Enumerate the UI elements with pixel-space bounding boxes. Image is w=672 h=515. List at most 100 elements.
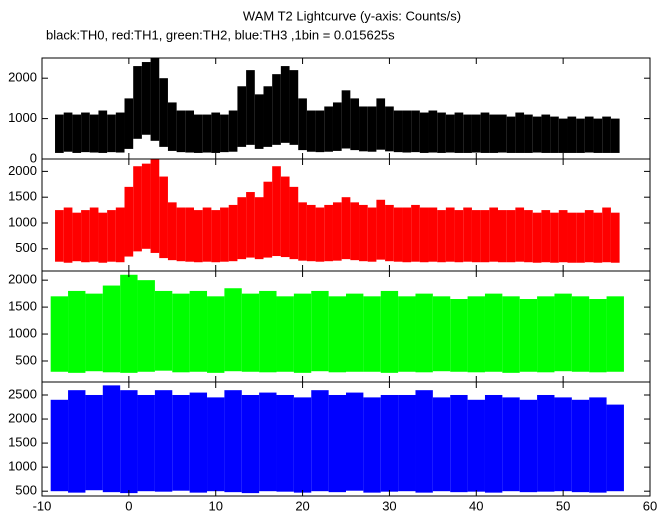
band-segment [589,397,607,493]
band-segment [137,394,155,492]
band-segment [115,112,125,153]
band-segment [567,116,577,153]
band-segment [554,397,572,492]
band-segment [610,118,620,153]
band-segment [571,399,590,493]
band-segment [376,98,386,150]
band-segment [224,390,242,493]
band-segment [68,390,86,493]
band-segment [102,285,121,373]
band-segment [450,394,468,493]
band-segment [480,112,490,153]
band-segment [524,114,533,153]
band-segment [228,110,238,152]
y-tick-label: 1500 [8,299,37,314]
band-segment [576,212,585,263]
band-segment [484,293,503,372]
band-segment [589,299,607,373]
band-segment [385,204,394,262]
band-segment [519,299,538,372]
band-segment [259,290,277,373]
band-segment [341,90,351,149]
band-segment [254,94,264,149]
band-segment [172,293,190,373]
band-segment [315,207,325,262]
band-segment [437,112,446,153]
band-segment [489,114,498,153]
band-segment [411,110,420,153]
band-segment [85,293,103,372]
x-tick-label: 10 [208,498,222,513]
band-segment [376,199,386,260]
band-segment [506,210,516,263]
band-segment [189,392,208,493]
band-segment [550,212,559,263]
band-segment [124,98,134,149]
band-segment [263,181,273,258]
band-segment [172,394,190,491]
band-segment [120,390,138,494]
band-segment [81,112,90,153]
band-segment [346,392,364,491]
band-segment [363,397,381,493]
band-segment [315,110,325,153]
band-segment [167,102,177,151]
band-segment [445,114,455,153]
band-segment [428,110,438,153]
band-segment [141,163,151,249]
band-segment [393,110,403,153]
band-segment [241,394,260,494]
band-segment [324,204,333,262]
band-segment [328,296,346,373]
band-segment [380,394,399,492]
band-segment [115,207,125,263]
band-segment [471,210,481,263]
band-segment [532,116,542,153]
x-tick-label: 0 [125,498,132,513]
band-segment [272,74,281,145]
band-segment [467,399,485,492]
band-segment [154,290,173,371]
band-segment [537,296,555,373]
band-segment [402,110,412,153]
band-segment [133,66,142,139]
band-segment [55,210,64,262]
band-segment [89,114,99,153]
band-segment [593,118,603,153]
band-segment [306,204,316,262]
band-segment [107,114,116,153]
band-segment [332,202,342,261]
band-segment [359,204,368,262]
band-segment [398,296,416,372]
band-segment [228,204,238,262]
y-tick-label: 1000 [8,110,37,125]
band-segment [584,210,594,263]
band-segment [311,390,329,492]
band-segment [524,210,533,263]
band-segment [419,207,429,263]
band-segment [324,106,333,152]
band-segment [567,212,577,263]
y-tick-label: 2000 [8,163,37,178]
band-segment [411,204,420,262]
band-segment [350,202,360,261]
band-segment [241,293,260,372]
band-segment [141,62,151,135]
band-segment [298,98,307,151]
band-segment [454,112,464,153]
band-segment [541,210,551,263]
band-segment [50,399,69,492]
band-segment [185,207,194,262]
band-segment [385,106,394,152]
band-segment [72,212,82,262]
band-segment [484,394,503,493]
band-segment [606,296,624,372]
band-segment [211,210,221,263]
band-segment [428,207,438,262]
band-segment [246,70,255,145]
x-tick-label: 50 [556,498,570,513]
band-segment [293,293,312,373]
band-segment [81,210,90,263]
band-segment [515,207,525,262]
band-segment [519,399,538,493]
